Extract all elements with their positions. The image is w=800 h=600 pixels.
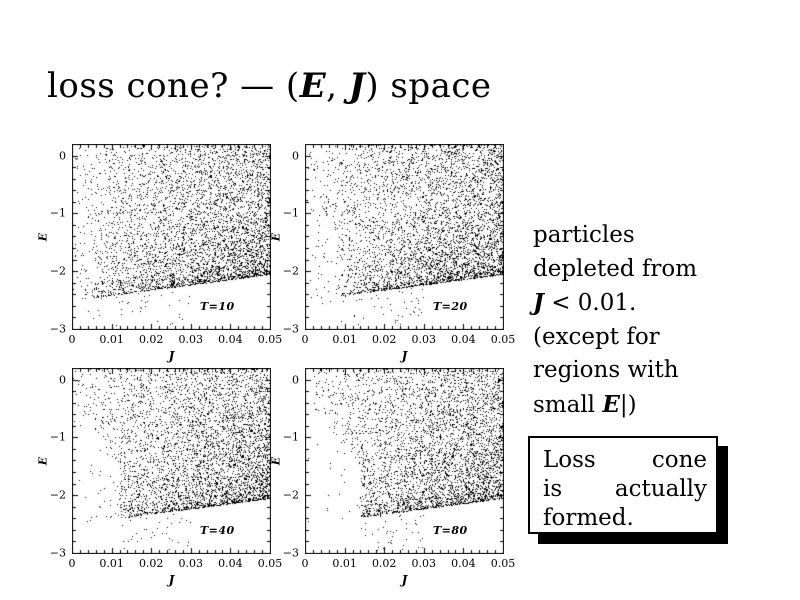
y-axis-label: E <box>269 232 283 242</box>
scatter-panel-t-20: 0 0.01 0.02 0.03 0.04 0.05 0 −1 −2 −3 J E T=20 <box>270 144 515 363</box>
x-tick-label: 0 <box>68 557 76 570</box>
scatter-canvas <box>72 368 271 554</box>
x-tick-label: 0.02 <box>371 557 397 570</box>
x-tick-label: 0.03 <box>178 333 204 346</box>
x-tick-label: 0.04 <box>218 557 243 570</box>
note-line: J < 0.01. <box>533 286 697 321</box>
panel-time-label: T=80 <box>433 524 468 537</box>
x-tick-label: 0.01 <box>332 557 357 570</box>
x-tick-label: 0.05 <box>257 557 283 570</box>
callout-line: formed. <box>543 504 707 533</box>
y-tick-label: −3 <box>282 546 299 560</box>
scatter-canvas <box>72 144 271 330</box>
x-tick-label: 0.04 <box>451 557 476 570</box>
page-title: loss cone? — (E, J) space <box>47 66 492 106</box>
note-line-text: < 0.01. <box>543 290 637 316</box>
x-tick-label: 0.05 <box>490 333 516 346</box>
y-tick-label: −1 <box>49 206 66 220</box>
x-tick-label: 0.02 <box>371 333 397 346</box>
y-tick-label: −3 <box>49 546 66 560</box>
y-tick-label: −2 <box>282 264 299 278</box>
x-tick-label: 0 <box>301 557 309 570</box>
x-tick-label: 0.05 <box>257 333 283 346</box>
y-tick-label: −1 <box>49 430 66 444</box>
x-tick-label: 0.03 <box>411 333 437 346</box>
note-math-E: E <box>602 390 620 418</box>
x-tick-label: 0 <box>301 333 309 346</box>
y-axis-label: E <box>36 232 50 242</box>
panel-time-label: T=10 <box>200 300 235 313</box>
x-axis-label: J <box>168 349 175 363</box>
x-axis-label: J <box>401 573 408 587</box>
note-math-J: J <box>533 289 544 316</box>
y-tick-label: −2 <box>49 488 66 502</box>
scatter-canvas <box>305 144 504 330</box>
title-math-J: J <box>348 66 366 106</box>
panel-time-label: T=40 <box>200 524 235 537</box>
note-line: regions with <box>533 357 679 383</box>
x-tick-label: 0.02 <box>138 557 164 570</box>
title-sep: , <box>326 66 349 106</box>
panel-time-label: T=20 <box>433 300 468 313</box>
y-tick-label: −1 <box>282 430 299 444</box>
x-tick-label: 0.01 <box>99 333 124 346</box>
title-text-1: loss cone? — ( <box>47 66 300 106</box>
y-tick-label: 0 <box>59 373 66 387</box>
callout-line: is actually <box>543 475 707 504</box>
y-axis-label: E <box>269 456 283 466</box>
y-tick-label: 0 <box>59 149 66 163</box>
callout-word: formed. <box>543 505 634 531</box>
x-tick-label: 0.01 <box>332 333 357 346</box>
x-tick-label: 0.05 <box>490 557 516 570</box>
callout-word: actually <box>614 476 707 502</box>
scatter-panel-t-80: 0 0.01 0.02 0.03 0.04 0.05 0 −1 −2 −3 J E T=80 <box>270 368 515 587</box>
title-text-2: ) space <box>365 66 492 106</box>
title-math-E: E <box>299 66 327 106</box>
note-line: small E|) <box>533 388 697 423</box>
x-tick-label: 0.03 <box>411 557 437 570</box>
y-tick-label: −3 <box>282 322 299 336</box>
y-tick-label: 0 <box>292 149 299 163</box>
x-tick-label: 0.04 <box>218 333 243 346</box>
callout-line: Loss cone <box>543 446 707 475</box>
note-line-text: small <box>533 391 603 418</box>
x-tick-label: 0.03 <box>178 557 204 570</box>
scatter-panel-t-40: 0 0.01 0.02 0.03 0.04 0.05 0 −1 −2 −3 J E T=40 <box>37 368 282 587</box>
callout-word: Loss <box>543 447 596 473</box>
scatter-canvas <box>305 368 504 554</box>
note-line: depleted from <box>533 255 698 282</box>
scatter-panel-t-10: 0 0.01 0.02 0.03 0.04 0.05 0 −1 −2 −3 J E T=10 <box>37 144 282 363</box>
x-axis-label: J <box>168 573 175 587</box>
y-axis-label: E <box>36 456 50 466</box>
note-text: particles depleted from J < 0.01. (excep… <box>533 219 697 422</box>
callout-box: Loss cone is actually formed. <box>528 436 718 534</box>
x-tick-label: 0.02 <box>138 333 164 346</box>
callout-word: cone <box>651 447 707 473</box>
note-line-text: |) <box>619 391 637 418</box>
y-tick-label: −3 <box>49 322 66 336</box>
y-tick-label: −2 <box>282 488 299 502</box>
x-tick-label: 0.04 <box>451 333 476 346</box>
note-line: particles <box>533 222 635 248</box>
note-line: (except for <box>533 323 660 350</box>
y-tick-label: −2 <box>49 264 66 278</box>
x-tick-label: 0 <box>68 333 76 346</box>
x-tick-label: 0.01 <box>99 557 124 570</box>
y-tick-label: −1 <box>282 206 299 220</box>
callout-word: is <box>543 476 563 502</box>
x-axis-label: J <box>401 349 408 363</box>
y-tick-label: 0 <box>292 373 299 387</box>
